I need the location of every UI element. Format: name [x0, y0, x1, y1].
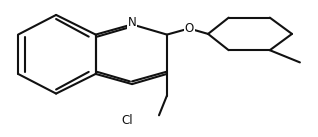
Text: Cl: Cl	[121, 114, 133, 127]
Text: O: O	[184, 22, 194, 35]
Text: N: N	[128, 16, 136, 29]
